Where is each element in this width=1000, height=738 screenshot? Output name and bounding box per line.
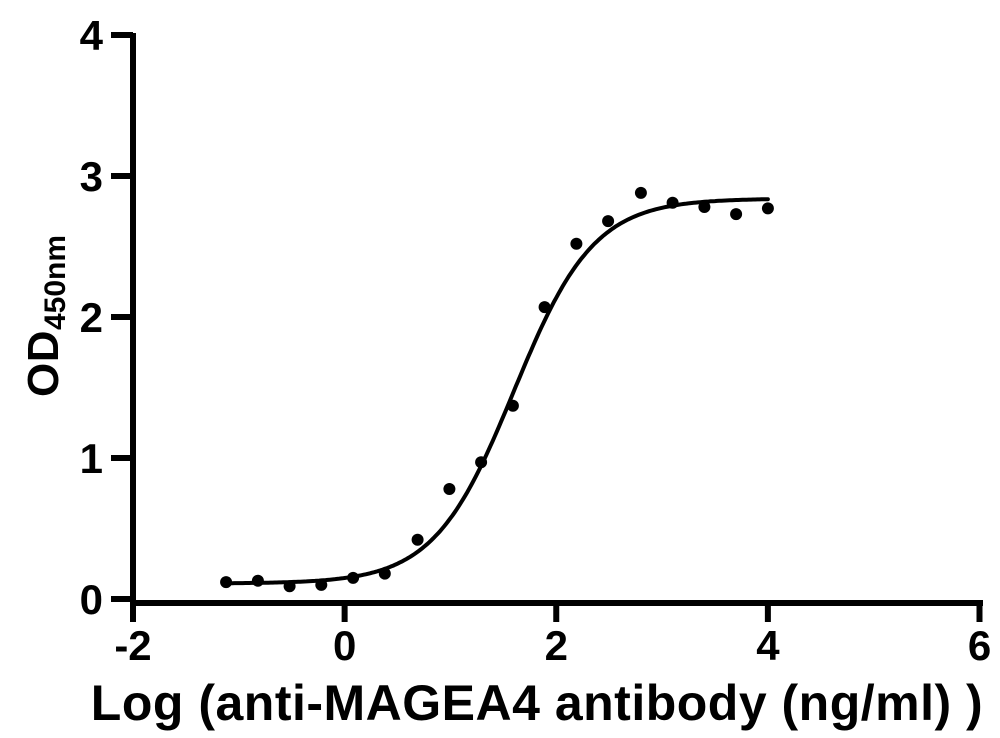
y-axis-title-main: OD — [19, 330, 68, 398]
x-tick — [341, 601, 348, 622]
data-point — [283, 580, 296, 593]
y-axis-title: OD450nm — [19, 234, 72, 398]
data-point — [411, 533, 424, 546]
fit-curve — [224, 197, 770, 586]
x-tick-label: 6 — [968, 622, 991, 669]
x-tick — [764, 601, 771, 622]
y-axis-title-subscript: 450nm — [39, 234, 72, 331]
data-point — [443, 483, 456, 495]
x-tick-label: 0 — [333, 622, 356, 669]
y-tick-label: 3 — [80, 153, 103, 200]
y-axis-line — [130, 33, 136, 617]
data-point — [347, 571, 360, 584]
y-tick-label: 4 — [80, 12, 104, 59]
y-tick — [111, 596, 133, 602]
data-point — [378, 567, 391, 580]
x-tick-label: 4 — [756, 622, 780, 669]
data-point — [220, 576, 233, 589]
y-tick — [111, 32, 133, 38]
data-point — [506, 399, 519, 412]
data-point — [698, 201, 711, 213]
data-point — [730, 208, 743, 221]
y-tick — [111, 314, 133, 320]
data-point — [602, 215, 615, 228]
data-point — [251, 574, 264, 587]
x-tick-label: -2 — [114, 622, 151, 669]
y-tick — [111, 173, 133, 179]
x-tick-label: 2 — [545, 622, 568, 669]
data-point — [570, 237, 583, 250]
x-tick — [976, 601, 983, 622]
data-point — [666, 196, 679, 209]
y-tick-label: 0 — [80, 576, 103, 623]
data-point — [634, 186, 647, 199]
y-tick-label: 1 — [80, 435, 103, 482]
y-tick-label: 2 — [80, 294, 103, 341]
data-point — [315, 578, 328, 591]
data-point — [538, 301, 551, 314]
x-tick — [130, 601, 136, 622]
x-tick — [553, 601, 560, 622]
data-point — [475, 456, 488, 469]
y-tick — [111, 455, 133, 461]
data-point — [761, 202, 774, 215]
x-axis-title: Log (anti-MAGEA4 antibody (ng/ml) ) — [90, 675, 984, 731]
